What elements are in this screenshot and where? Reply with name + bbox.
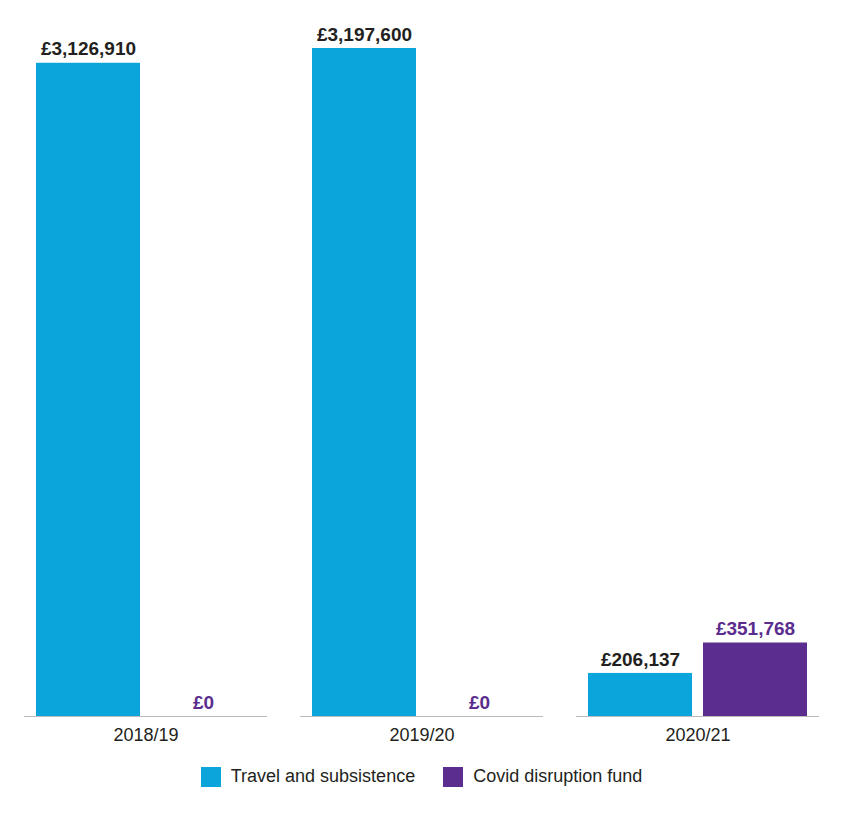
svg-text:2019/20: 2019/20 xyxy=(389,725,454,745)
svg-text:2018/19: 2018/19 xyxy=(113,725,178,745)
html-text:Covid disruption fund: Covid disruption fund xyxy=(473,766,643,786)
svg-text:£3,197,600: £3,197,600 xyxy=(317,24,412,45)
svg-text:£0: £0 xyxy=(469,692,490,713)
svg-text:£351,768: £351,768 xyxy=(716,618,795,639)
html-text:Travel and subsistence: Travel and subsistence xyxy=(230,766,416,786)
svg-text:£3,126,910: £3,126,910 xyxy=(41,38,136,59)
svg-text:£206,137: £206,137 xyxy=(601,649,680,670)
svg-text:£0: £0 xyxy=(193,692,214,713)
svg-text:2020/21: 2020/21 xyxy=(665,725,730,745)
